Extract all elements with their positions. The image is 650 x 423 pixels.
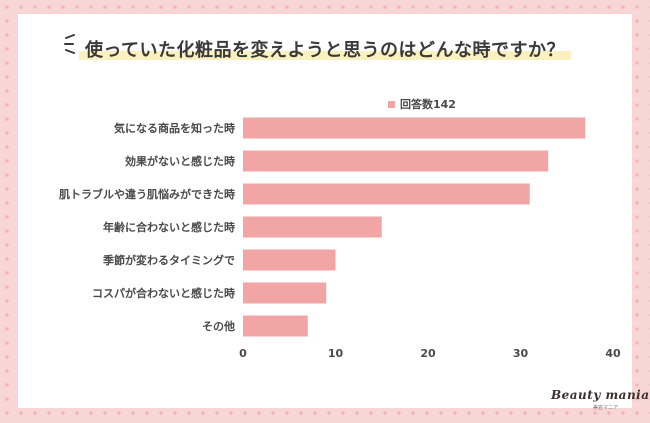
category-label-6: その他 bbox=[202, 319, 235, 333]
bar-3 bbox=[243, 216, 382, 238]
bar-4 bbox=[243, 249, 336, 271]
bar-2 bbox=[243, 183, 530, 205]
category-label-5: コスパが合わないと感じた時 bbox=[92, 286, 235, 300]
bar-6 bbox=[243, 315, 308, 337]
x-tick-label-1: 10 bbox=[328, 347, 344, 360]
legend-swatch bbox=[388, 100, 395, 108]
x-tick-label-4: 40 bbox=[605, 347, 621, 360]
category-label-0: 気になる商品を知った時 bbox=[114, 121, 235, 135]
category-label-4: 季節が変わるタイミングで bbox=[102, 253, 235, 267]
x-tick-label-3: 30 bbox=[513, 347, 529, 360]
logo-name: Beauty mania bbox=[551, 388, 650, 402]
chart-card: 使っていた化粧品を変えようと思うのはどんな時ですか？ 回答数142 気になる商品… bbox=[18, 14, 649, 411]
category-label-3: 年齢に合わないと感じた時 bbox=[103, 220, 235, 234]
logo-subtitle: 美容マニア bbox=[593, 405, 619, 411]
x-tick-label-0: 0 bbox=[239, 347, 247, 360]
bar-1 bbox=[243, 150, 549, 172]
chart-legend: 回答数142 bbox=[388, 96, 456, 112]
bar-0 bbox=[243, 117, 586, 139]
chart-title: 使っていた化粧品を変えようと思うのはどんな時ですか？ bbox=[78, 36, 572, 62]
category-label-1: 効果がないと感じた時 bbox=[125, 154, 235, 168]
legend-label: 回答数142 bbox=[400, 98, 456, 111]
category-label-2: 肌トラブルや違う肌悩みができた時 bbox=[58, 187, 235, 201]
bar-chart: 気になる商品を知った時効果がないと感じた時肌トラブルや違う肌悩みができた時年齢に… bbox=[58, 117, 621, 360]
brand-logo: Beauty mania 美容マニア bbox=[545, 388, 649, 412]
sparkle-icon bbox=[64, 34, 75, 54]
x-tick-label-2: 20 bbox=[420, 347, 436, 360]
bar-5 bbox=[243, 282, 327, 304]
